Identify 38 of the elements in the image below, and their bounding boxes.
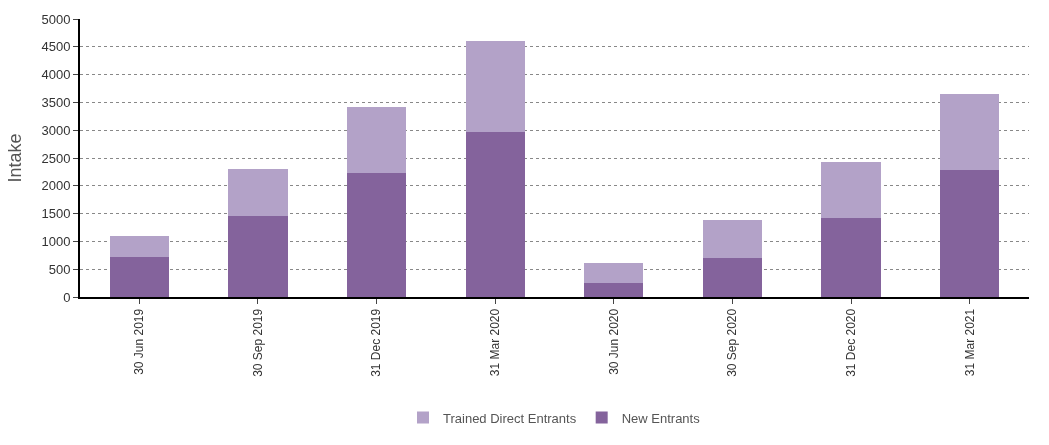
x-tick-label: 30 Sep 2020 [725,308,740,377]
bar [109,235,169,257]
y-tick-label: 3500 [41,94,71,110]
bar [346,106,407,174]
y-tick-label: 500 [48,261,71,277]
y-tick-label: 2000 [41,178,71,194]
x-tick-label: 31 Dec 2020 [843,308,858,377]
bar [584,283,644,297]
y-tick-label: 4500 [41,39,71,55]
y-tick-label: 2500 [41,150,71,166]
x-tick-label: 31 Mar 2020 [488,308,503,377]
bar [228,169,288,217]
y-tick-label: 0 [63,289,71,305]
y-tick-label: 1000 [41,233,71,249]
bar [940,170,1000,297]
bar [940,94,1000,171]
x-tick-label: 30 Sep 2019 [250,308,265,377]
x-tick-label: 30 Jun 2019 [132,308,147,375]
legend-label: Trained Direct Entrants [443,410,577,426]
x-tick-label: 31 Mar 2021 [962,308,977,377]
x-tick-label: 31 Dec 2019 [369,308,384,377]
y-tick-label: 1500 [41,206,71,222]
bar [465,41,525,132]
bar [702,220,763,258]
bar [109,256,169,297]
y-tick-label: 5000 [41,11,71,27]
bar [702,257,763,297]
bar [346,173,407,297]
bar [584,262,644,284]
bar [821,161,881,219]
bar [821,218,881,297]
bar [465,131,525,297]
legend-label: New Entrants [621,410,701,426]
x-tick-label: 30 Jun 2020 [606,308,621,375]
y-axis-title: Intake [5,133,26,183]
bar [228,216,288,297]
y-tick-label: 3000 [41,122,71,138]
y-tick-label: 4000 [41,67,71,83]
